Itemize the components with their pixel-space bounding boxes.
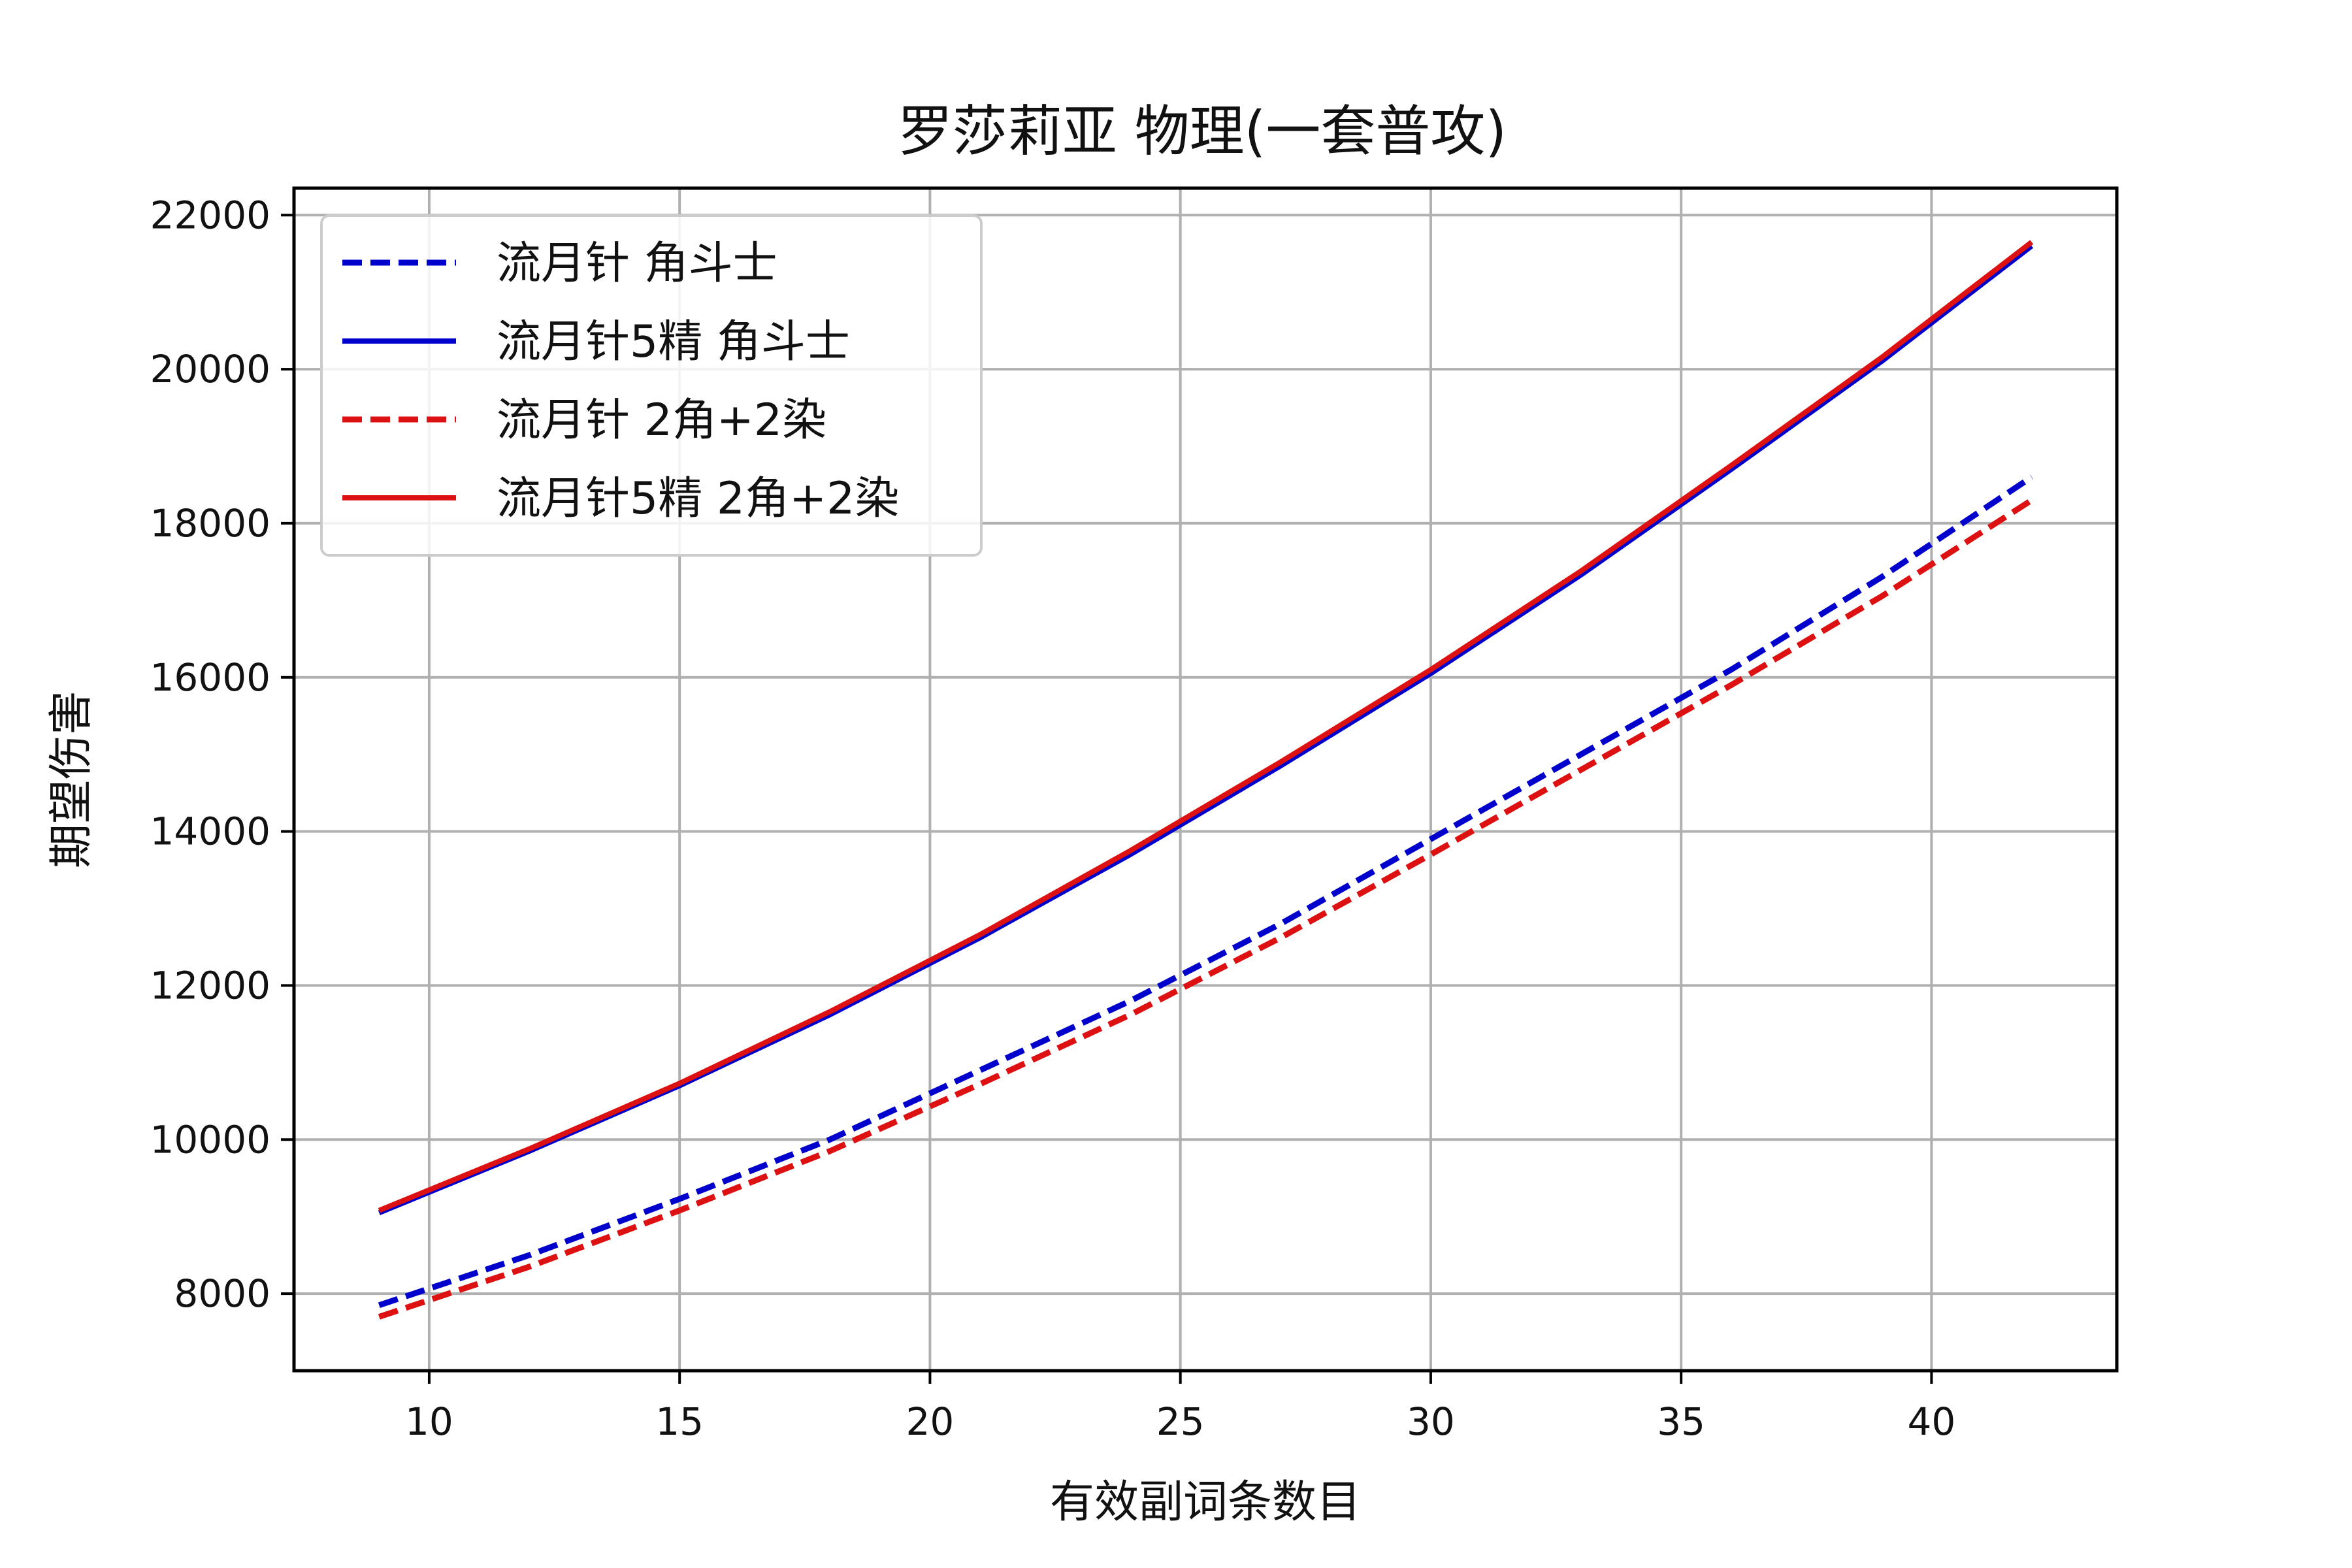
x-tick-label: 30 [1407,1399,1455,1444]
y-tick-label: 14000 [150,809,270,854]
legend-label-1: 流月针5精 角斗士 [497,316,850,368]
x-tick-label: 10 [405,1399,453,1444]
x-axis-label: 有效副词条数目 [1050,1477,1361,1528]
plot-frame [292,186,2119,1373]
y-tick-label: 18000 [150,501,270,546]
legend-label-0: 流月针 角斗士 [497,238,777,289]
legend-label-3: 流月针5精 2角+2染 [497,473,899,525]
y-tick-label: 12000 [150,963,270,1007]
y-axis-label: 期望伤害 [46,691,97,868]
x-tick-label: 40 [1907,1399,1955,1444]
y-tick-label: 16000 [150,655,270,700]
axis-ticks: 10 15 20 25 30 35 40 8000 10000 12000 14000 16000 18… [150,193,1955,1444]
series-lines [378,240,2034,1320]
y-tick-label: 22000 [150,193,270,237]
y-tick-label: 10000 [150,1117,270,1162]
series-line-0 [378,474,2034,1309]
legend-label-2: 流月针 2角+2染 [497,395,826,446]
x-tick-label: 25 [1156,1399,1205,1444]
x-tick-label: 15 [655,1399,704,1444]
series-line-3 [378,240,2034,1213]
y-tick-label: 20000 [150,347,270,391]
grid-lines [294,188,2117,1371]
series-line-2 [378,497,2034,1320]
y-tick-label: 8000 [174,1271,270,1316]
x-tick-label: 35 [1657,1399,1705,1444]
x-tick-label: 20 [906,1399,955,1444]
chart-title: 罗莎莉亚 物理(一套普攻) [898,99,1507,163]
legend-box [320,214,983,557]
